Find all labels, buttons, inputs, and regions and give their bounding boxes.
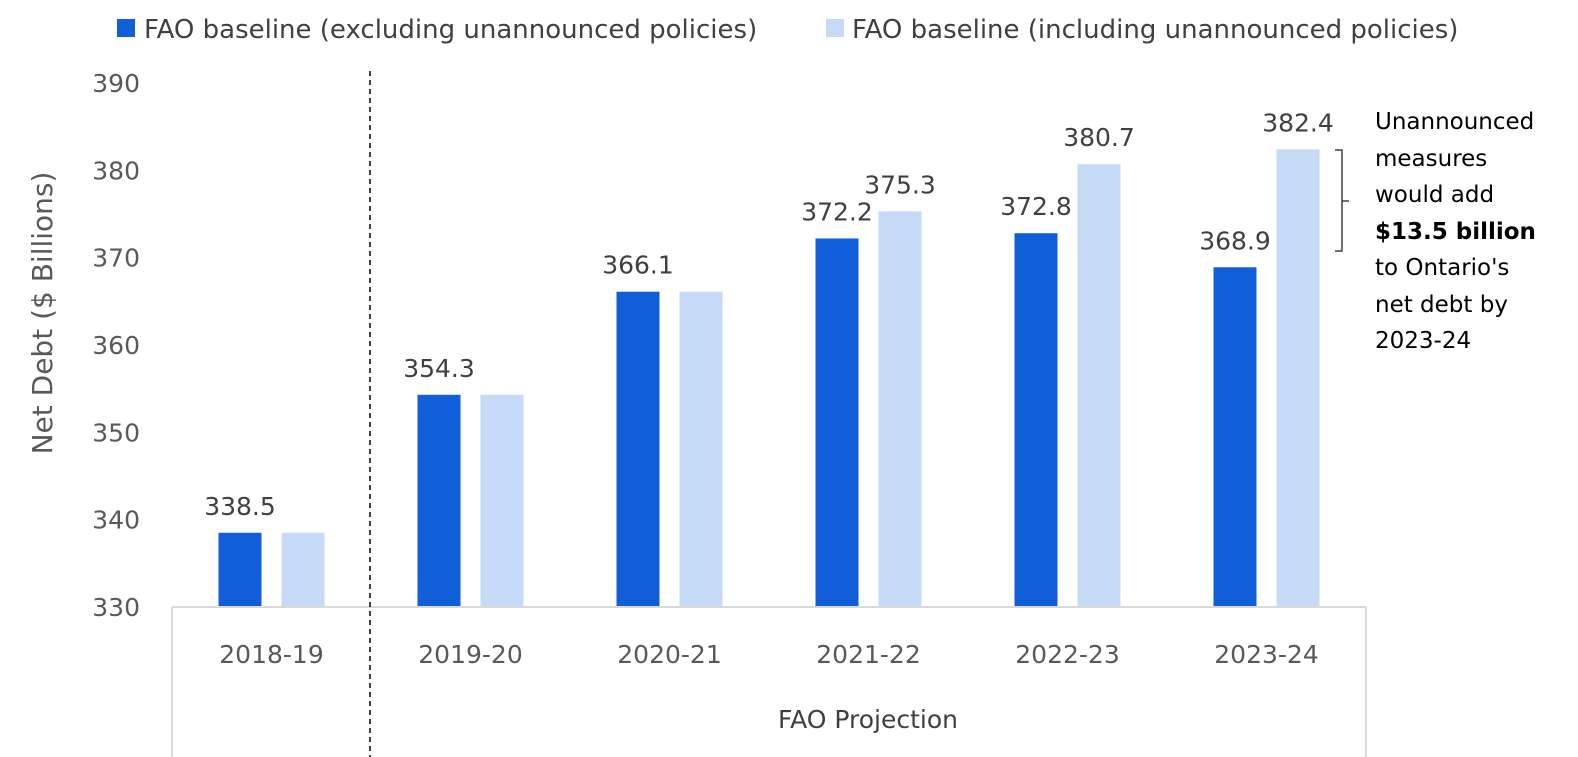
bar-including-2022-23 xyxy=(1077,164,1121,607)
legend-label-excluding: FAO baseline (excluding unannounced poli… xyxy=(144,15,757,45)
bar-including-2018-19 xyxy=(281,532,325,607)
x-axis xyxy=(171,71,1367,757)
x-tick-label: 2019-20 xyxy=(418,640,522,669)
y-tick-label: 360 xyxy=(92,331,140,360)
annotation-line: would add xyxy=(1375,182,1495,208)
x-axis-ticks: 2018-19 2019-20 2020-21 2021-22 2022-23 2023-… xyxy=(219,640,1318,669)
annotation-note: Unannounced measures would add $13.5 bil… xyxy=(1375,104,1575,360)
annotation-amount: $13.5 billion xyxy=(1375,218,1536,245)
legend-swatch-including xyxy=(826,19,844,37)
data-label-excluding-2023-24: 368.9 xyxy=(1199,226,1271,255)
y-tick-label: 370 xyxy=(92,244,140,273)
bar-including-2021-22 xyxy=(878,211,922,607)
y-axis-title: Net Debt ($ Billions) xyxy=(26,172,59,455)
bar-excluding-2020-21 xyxy=(616,291,660,607)
bar-including-2023-24 xyxy=(1276,149,1320,607)
y-tick-label: 380 xyxy=(92,156,140,185)
annotation-line: to Ontario's xyxy=(1375,255,1510,281)
bar-excluding-2019-20 xyxy=(417,394,461,607)
legend-label-including: FAO baseline (including unannounced poli… xyxy=(852,15,1458,45)
data-label-including-2021-22: 375.3 xyxy=(864,170,936,199)
x-tick-label: 2021-22 xyxy=(816,640,920,669)
y-tick-label: 390 xyxy=(92,69,140,98)
data-label-excluding-2019-20: 354.3 xyxy=(403,354,475,383)
bars xyxy=(218,149,1320,608)
bar-excluding-2021-22 xyxy=(815,238,859,607)
bar-excluding-2022-23 xyxy=(1014,233,1058,608)
y-tick-label: 350 xyxy=(92,418,140,447)
data-label-excluding-2018-19: 338.5 xyxy=(204,492,276,521)
data-label-excluding-2021-22: 372.2 xyxy=(801,197,873,226)
legend-swatch-excluding xyxy=(117,19,135,37)
annotation-line: measures xyxy=(1375,145,1488,172)
y-tick-label: 340 xyxy=(92,506,140,535)
annotation-line: 2023-24 xyxy=(1375,328,1472,354)
y-axis-ticks: 330 340 350 360 370 380 390 xyxy=(92,69,140,622)
y-tick-label: 330 xyxy=(92,593,140,622)
legend: FAO baseline (excluding unannounced poli… xyxy=(117,15,1458,45)
annotation-bracket xyxy=(1335,149,1349,252)
annotation-line: net debt by xyxy=(1375,291,1508,318)
x-tick-label: 2022-23 xyxy=(1015,640,1119,669)
data-label-excluding-2020-21: 366.1 xyxy=(602,251,674,280)
bar-excluding-2018-19 xyxy=(218,532,262,607)
x-tick-label: 2020-21 xyxy=(617,640,721,669)
bar-including-2019-20 xyxy=(480,394,524,607)
bar-excluding-2023-24 xyxy=(1213,267,1257,607)
data-label-excluding-2022-23: 372.8 xyxy=(1000,192,1072,221)
bar-including-2020-21 xyxy=(679,291,723,607)
data-label-including-2023-24: 382.4 xyxy=(1262,108,1334,137)
projection-group-label: FAO Projection xyxy=(778,705,958,734)
x-tick-label: 2023-24 xyxy=(1214,640,1318,669)
annotation-line: Unannounced xyxy=(1375,109,1535,135)
data-label-including-2022-23: 380.7 xyxy=(1063,123,1135,152)
x-tick-label: 2018-19 xyxy=(219,640,323,669)
